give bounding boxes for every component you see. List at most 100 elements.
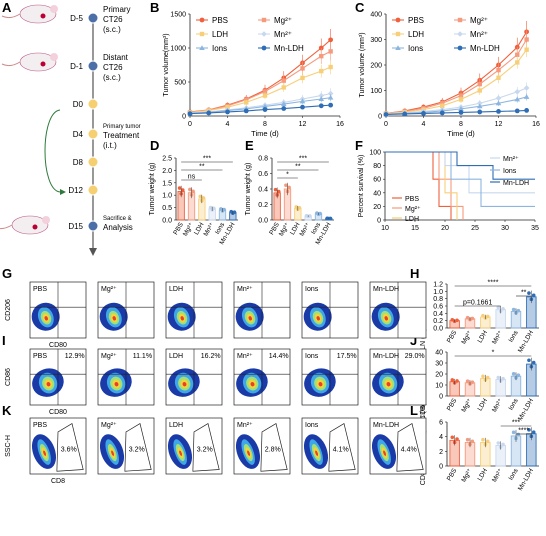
significance-label: ** [199, 164, 205, 171]
y-tick-label: 2.0 [162, 168, 172, 175]
data-point [201, 196, 206, 200]
flow-y-label: CD86 [5, 368, 12, 386]
data-point [496, 441, 501, 445]
flow-plot: Mg²⁺ [97, 281, 155, 339]
timeline-day: D4 [73, 130, 84, 139]
panel-label: B [150, 0, 159, 15]
density-contour [179, 450, 183, 456]
panel-label: K [2, 403, 12, 418]
data-point [281, 78, 286, 83]
legend-label: Ions [503, 168, 517, 175]
y-tick-label: 0.0 [433, 326, 443, 333]
data-point [327, 94, 334, 100]
panel-label: D [150, 138, 159, 153]
data-point [470, 380, 475, 384]
density-contour [384, 316, 388, 321]
flow-plot: Mn²⁺ 2.8% [233, 417, 291, 475]
data-point [261, 45, 267, 51]
data-point [328, 216, 333, 221]
density-contour [112, 316, 116, 321]
data-point [211, 206, 216, 211]
chart-h: 0.00.20.40.60.81.01.2M1/M2 ratioPBSMg²⁺L… [420, 280, 539, 354]
significance-label: p=0.1661 [463, 300, 492, 307]
chart-f: 0 20 40 60 80 100 10 15 20 25 30 35 Percent survival… [358, 150, 539, 233]
legend-label: Mn²⁺ [274, 30, 292, 39]
legend-label: LDH [212, 30, 228, 39]
data-point [300, 66, 305, 71]
timeline-node [87, 220, 99, 232]
x-tick-label: Mn²⁺ [491, 467, 505, 484]
y-tick-label: 1.5 [162, 180, 172, 187]
flow-plot: LDH [165, 281, 223, 339]
x-tick-label: 4 [422, 121, 426, 128]
gate-percent: 4.1% [333, 447, 349, 454]
flow-plot: Mn-LDH [369, 281, 427, 339]
y-tick-label: 0.0 [162, 218, 172, 225]
series-line [189, 50, 331, 113]
x-tick-label: LDH [476, 467, 489, 482]
y-tick-label: 0 [378, 114, 382, 121]
x-tick-label: 35 [531, 225, 539, 232]
significance-label: **** [518, 428, 529, 435]
data-point [531, 430, 536, 434]
data-point [501, 306, 505, 311]
x-tick-label: 20 [441, 225, 449, 232]
y-tick-label: 0 [439, 464, 443, 471]
data-point [455, 437, 459, 441]
y-tick-label: 0.8 [433, 296, 443, 303]
data-point [496, 67, 501, 73]
y-tick-label: 0.4 [258, 187, 268, 194]
flow-group-label: PBS [33, 422, 47, 429]
flow-group-label: Mg²⁺ [101, 286, 117, 293]
data-point [177, 186, 182, 190]
data-point [458, 93, 464, 98]
data-point [523, 94, 530, 99]
gate [124, 423, 152, 472]
legend-label: PBS [405, 196, 419, 203]
timeline-event: Distant CT26 (s.c.) [103, 53, 129, 82]
mouse-icon [1, 4, 58, 24]
legend-label: PBS [408, 16, 424, 25]
timeline-day: D15 [68, 222, 83, 231]
data-point [262, 89, 268, 94]
legend-label: Ions [408, 44, 423, 53]
gate-percent: 29.0% [405, 353, 425, 360]
legend-label: Mg²⁺ [274, 16, 292, 25]
gate-percent: 3.2% [197, 447, 213, 454]
density-contour [247, 450, 251, 456]
data-point [527, 358, 531, 363]
density-contour [316, 316, 320, 321]
data-point [481, 374, 485, 379]
data-point [328, 64, 333, 70]
legend-label: Mn-LDH [503, 180, 529, 187]
flow-plot: Ions 4.1% [301, 417, 359, 475]
x-tick-label: Mg²⁺ [460, 467, 474, 484]
panel-label: L [410, 403, 418, 418]
y-tick-label: 0.5 [162, 205, 172, 212]
y-tick-label: 1000 [170, 46, 186, 53]
data-point [319, 68, 324, 74]
y-tick-label: 10 [435, 383, 443, 390]
data-point [495, 100, 502, 106]
repeat-arrow [44, 109, 61, 193]
gate [328, 423, 356, 472]
x-tick-label: 16 [532, 121, 540, 128]
density-contour [114, 381, 119, 387]
data-point [383, 112, 389, 117]
timeline-node [87, 184, 99, 196]
panel-label: E [245, 138, 254, 153]
x-tick-label: PBS [446, 329, 459, 344]
timeline-node [87, 128, 99, 140]
y-axis-label: Tumor weight (g) [245, 163, 252, 216]
data-point [300, 104, 305, 110]
gate [192, 423, 220, 472]
data-point [515, 60, 520, 65]
data-point [516, 308, 521, 313]
data-point [287, 185, 291, 190]
legend-label: Mn-LDH [274, 44, 304, 53]
timeline-day: D-5 [70, 14, 83, 23]
legend-label: Mn-LDH [470, 44, 500, 53]
density-contour [386, 381, 391, 387]
data-point [516, 432, 521, 437]
